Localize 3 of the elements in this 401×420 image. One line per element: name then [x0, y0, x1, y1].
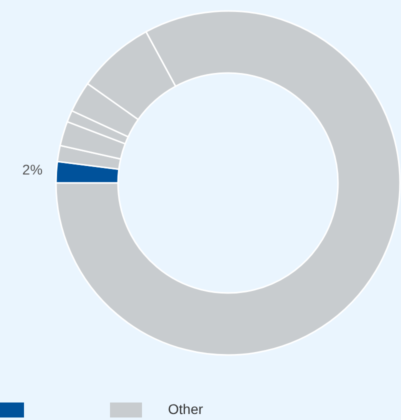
legend-label: Other	[168, 401, 204, 417]
data-label: 2%	[22, 162, 43, 178]
donut-slice	[55, 10, 401, 356]
